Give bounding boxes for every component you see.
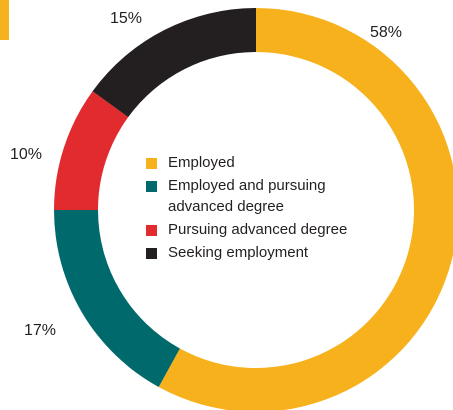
slice-label-pursuing-degree: 10% xyxy=(10,146,43,163)
slice-label-employed-and-pursuing: 17% xyxy=(24,322,57,339)
legend-swatch-employed-and-pursuing xyxy=(146,181,157,192)
donut-slice-employed xyxy=(158,8,453,410)
donut-slice-pursuing-degree xyxy=(54,91,129,210)
legend-label-employed-and-pursuing: Employed and pursuing advanced degree xyxy=(168,177,326,215)
legend-swatch-pursuing-degree xyxy=(146,225,157,236)
legend-item-pursuing-degree: Pursuing advanced degree xyxy=(146,219,396,240)
legend-swatch-employed xyxy=(146,158,157,169)
legend-item-employed-and-pursuing: Employed and pursuing advanced degree xyxy=(146,175,396,217)
legend-label-pursuing-degree: Pursuing advanced degree xyxy=(168,221,348,238)
legend-item-employed: Employed xyxy=(146,152,396,173)
donut-slice-employed-and-pursuing xyxy=(54,210,180,388)
legend: Employed Employed and pursuing advanced … xyxy=(146,152,396,265)
corner-accent-tab xyxy=(0,0,9,40)
legend-swatch-seeking-employment xyxy=(146,248,157,259)
legend-label-seeking-employment: Seeking employment xyxy=(168,244,309,261)
slice-label-seeking-employment: 15% xyxy=(110,10,143,27)
legend-label-employed: Employed xyxy=(168,154,235,171)
legend-item-seeking-employment: Seeking employment xyxy=(146,242,396,263)
donut-slice-seeking-employment xyxy=(92,8,256,118)
slice-label-employed: 58% xyxy=(370,24,403,41)
